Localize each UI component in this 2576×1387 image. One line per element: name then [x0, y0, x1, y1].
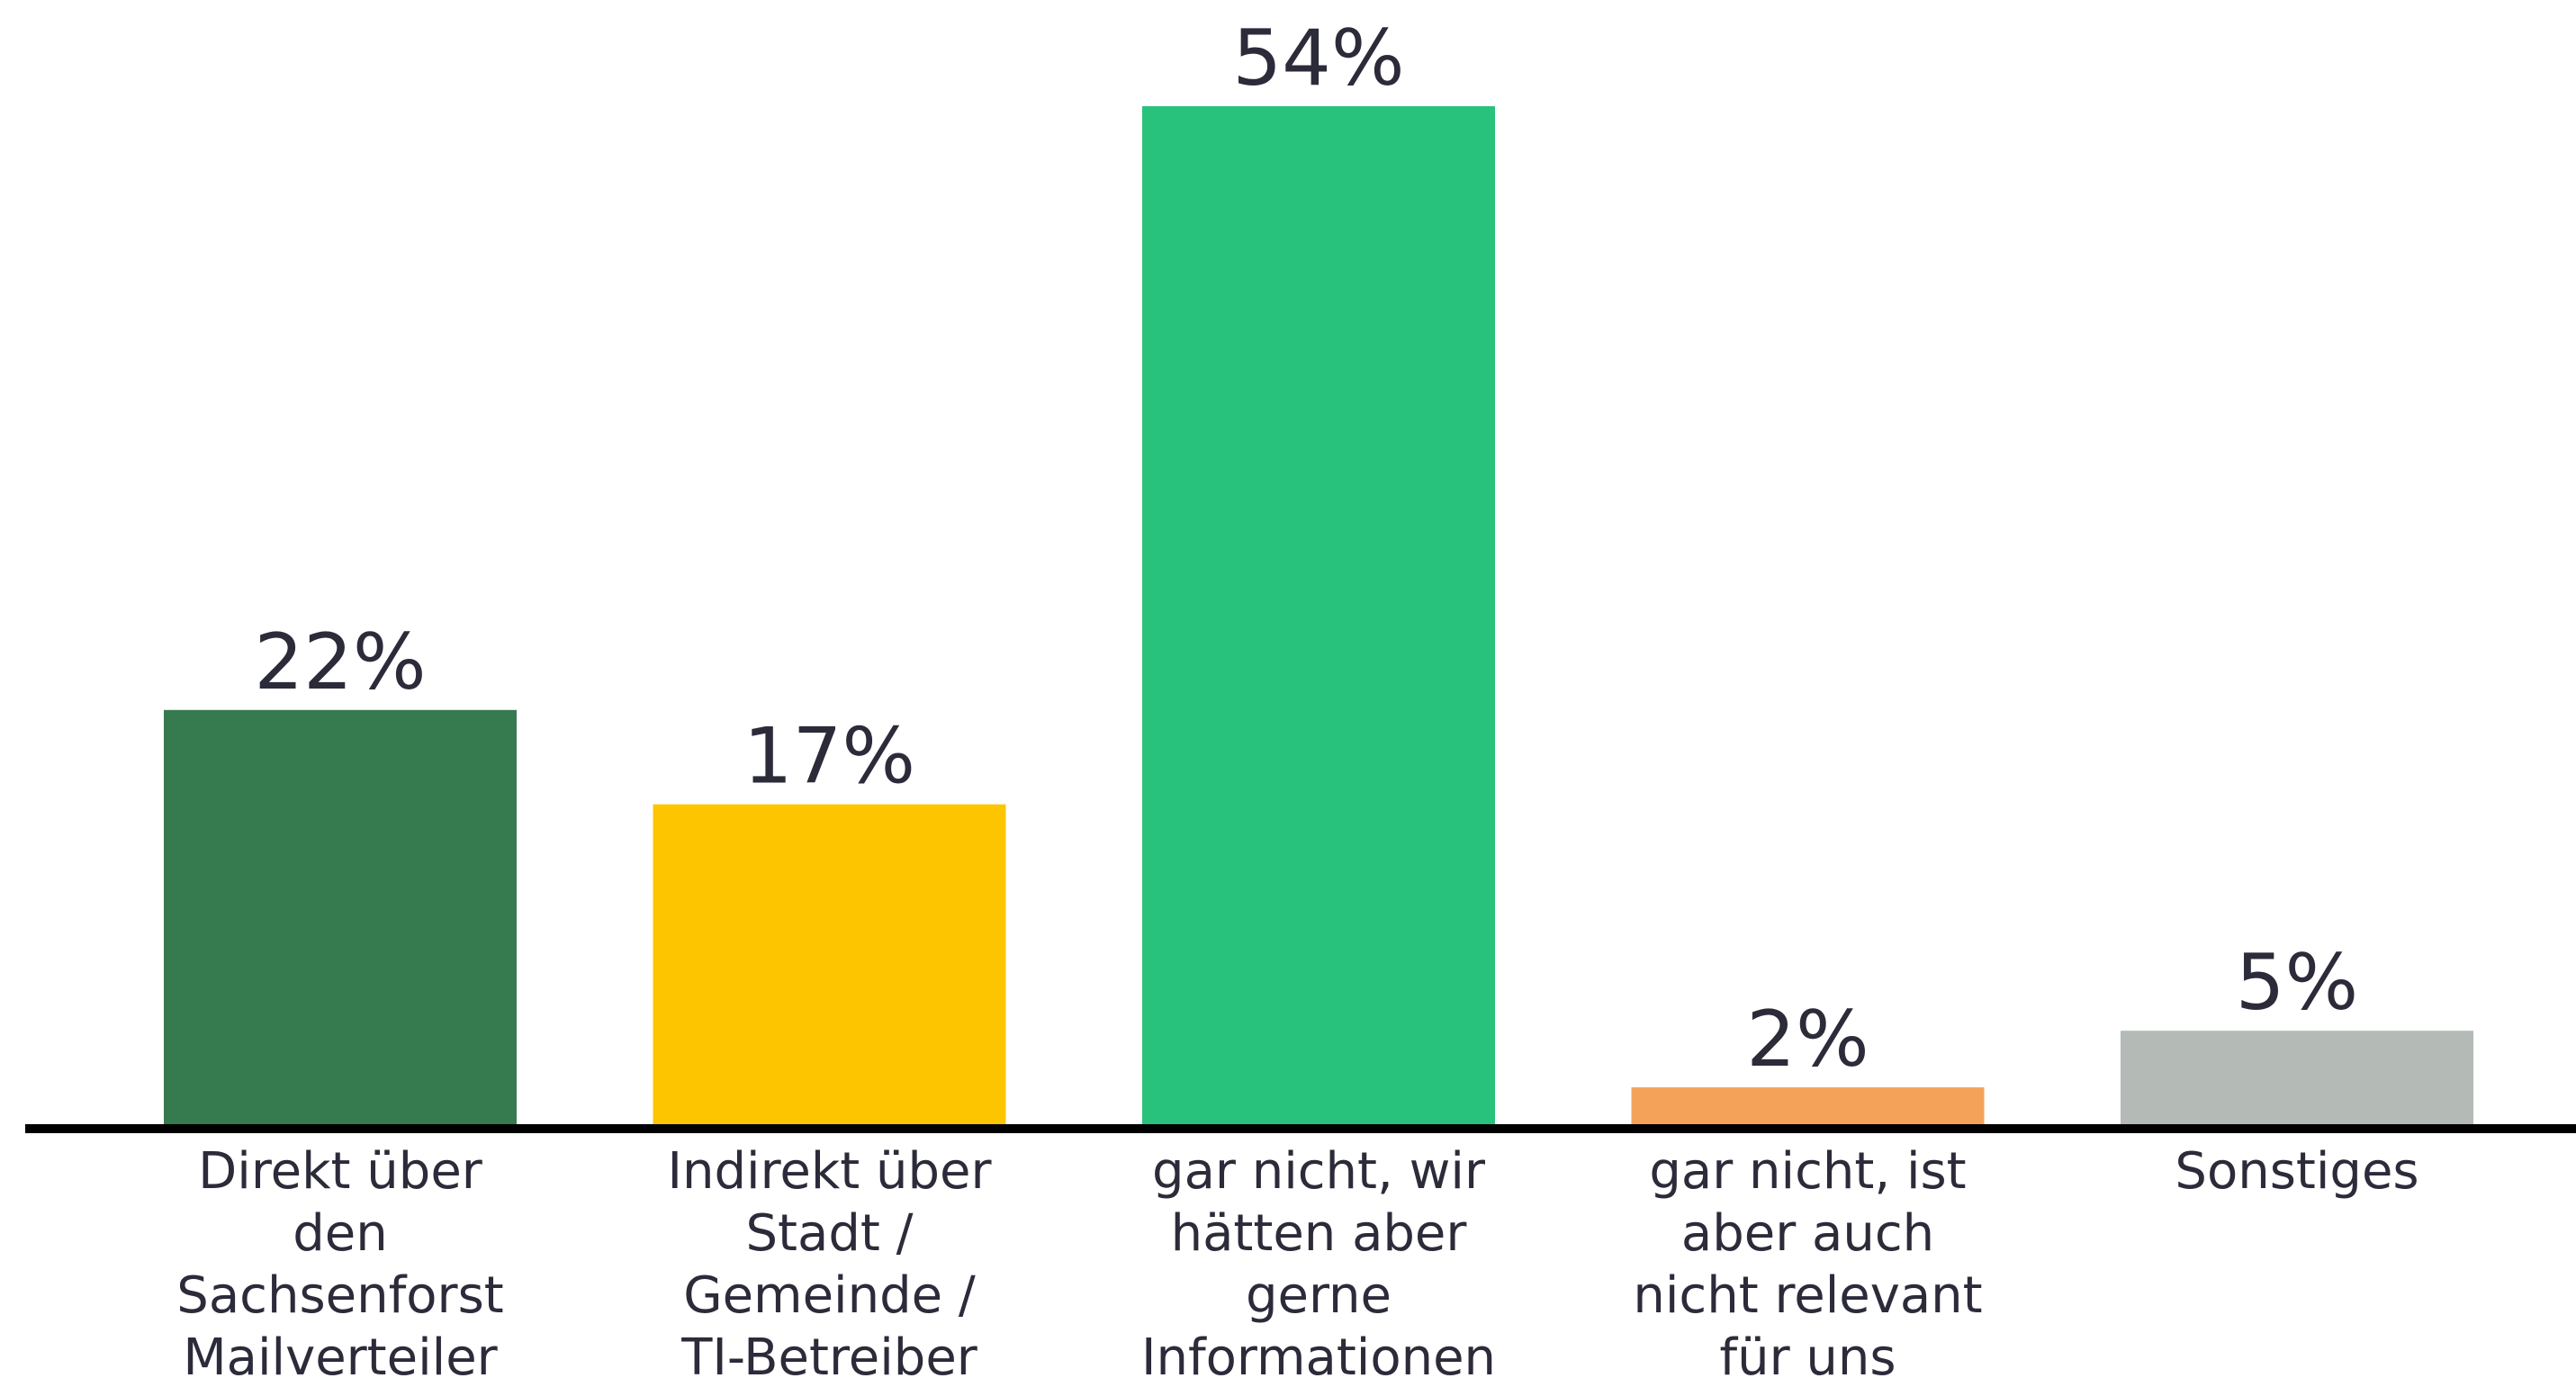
category-label-5-line-1: Sonstiges [2175, 1142, 2418, 1201]
category-label-3-line-2: hätten aber [1171, 1204, 1468, 1263]
category-label-3-line-3: gerne [1246, 1266, 1392, 1325]
bar-2 [653, 804, 1006, 1125]
category-label-4: gar nicht, ist aber auch nicht relevant für… [1633, 1142, 1982, 1387]
category-label-4-line-3: nicht relevant [1633, 1266, 1982, 1325]
category-label-1-line-2: den [293, 1204, 388, 1263]
value-label-1: 22% [254, 617, 426, 707]
category-label-5: Sonstiges [2175, 1142, 2418, 1201]
value-label-2: 17% [743, 712, 915, 802]
category-label-1-line-3: Sachsenforst [176, 1266, 503, 1325]
bar-4 [1631, 1087, 1985, 1125]
value-label-5: 5% [2236, 938, 2358, 1028]
category-label-2-line-1: Indirekt über [667, 1142, 992, 1201]
bar-3 [1142, 106, 1495, 1125]
value-label-4: 2% [1746, 995, 1869, 1085]
category-label-3: gar nicht, wir hätten aber gerne Informatio… [1141, 1142, 1496, 1387]
category-labels-group: Direkt über den Sachsenforst Mailverteiler I… [176, 1142, 2418, 1387]
category-label-2-line-3: Gemeinde / [683, 1266, 976, 1325]
category-label-2: Indirekt über Stadt / Gemeinde / TI-Betreib… [667, 1142, 992, 1387]
value-label-3: 54% [1232, 14, 1404, 104]
category-label-4-line-1: gar nicht, ist [1649, 1142, 1966, 1201]
category-label-4-line-4: für uns [1719, 1328, 1896, 1387]
category-label-2-line-4: TI-Betreiber [680, 1328, 978, 1387]
category-label-1: Direkt über den Sachsenforst Mailverteiler [176, 1142, 503, 1387]
category-label-3-line-1: gar nicht, wir [1152, 1142, 1486, 1201]
category-label-1-line-4: Mailverteiler [183, 1328, 498, 1387]
bars-group [164, 106, 2473, 1125]
bar-5 [2121, 1031, 2473, 1125]
category-label-4-line-2: aber auch [1681, 1204, 1934, 1263]
category-label-1-line-1: Direkt über [198, 1142, 483, 1201]
category-label-3-line-4: Informationen [1141, 1328, 1496, 1387]
value-labels-group: 22% 17% 54% 2% 5% [254, 14, 2358, 1085]
bar-1 [164, 709, 517, 1125]
category-label-2-line-2: Stadt / [746, 1204, 914, 1263]
